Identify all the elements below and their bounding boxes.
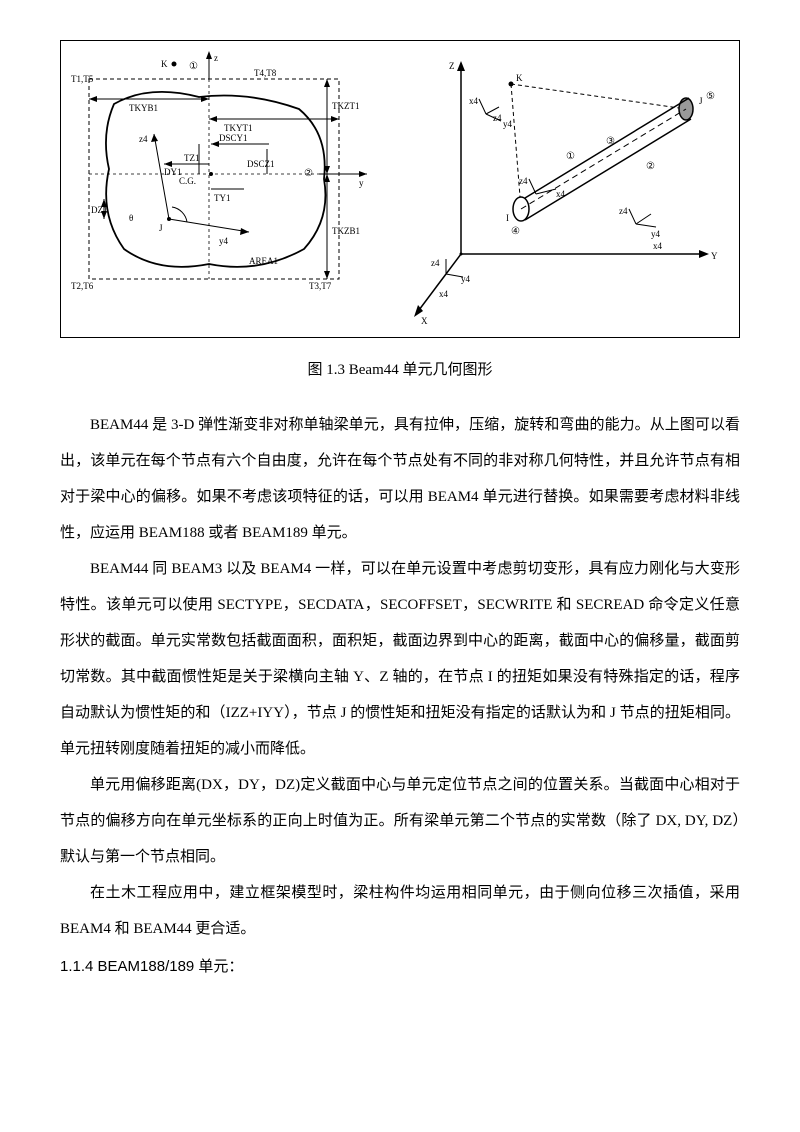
lbl-z4c: z4 [619,206,628,216]
lbl-c1: ① [189,61,198,72]
lbl-x4a: x4 [469,96,479,106]
lbl-c1r: ① [566,151,575,162]
section-heading: 1.1.4 BEAM188/189 单元： [60,955,740,976]
right-3d-beam-diagram: Z Y X z4 y4 x4 K x4 z4 y4 [401,49,731,329]
lbl-TKZT1: TKZT1 [332,101,360,111]
lbl-T2T6: T2,T6 [71,281,94,291]
lbl-z4: z4 [139,134,148,144]
lbl-x4c: x4 [653,241,663,251]
lbl-AREA1: AREA1 [249,256,278,266]
body-text: BEAM44 是 3-D 弹性渐变非对称单轴梁单元，具有拉伸，压缩，旋转和弯曲的… [60,407,740,947]
lbl-c2: ② [304,168,313,179]
lbl-c2r: ② [646,161,655,172]
lbl-T3T7: T3,T7 [309,281,332,291]
lbl-Z: Z [449,61,455,71]
lbl-DY1: DY1 [164,167,182,177]
lbl-z4d: z4 [431,258,440,268]
lbl-theta: θ [129,213,133,223]
lbl-z: z [214,53,218,63]
paragraph-3: 单元用偏移距离(DX，DY，DZ)定义截面中心与单元定位节点之间的位置关系。当截… [60,767,740,875]
paragraph-1: BEAM44 是 3-D 弹性渐变非对称单轴梁单元，具有拉伸，压缩，旋转和弯曲的… [60,407,740,551]
lbl-I: I [506,213,509,223]
lbl-CG: C.G. [179,176,196,186]
lbl-K: K [161,59,168,69]
lbl-X: X [421,316,428,326]
lbl-TZ1: TZ1 [184,153,200,163]
lbl-y4d: y4 [461,274,471,284]
lbl-x4b: x4 [556,189,566,199]
lbl-y: y [359,178,364,188]
lbl-TKYT1: TKYT1 [224,123,253,133]
paragraph-2: BEAM44 同 BEAM3 以及 BEAM4 一样，可以在单元设置中考虑剪切变… [60,551,740,767]
lbl-y4: y4 [219,236,229,246]
lbl-y4a: y4 [503,119,513,129]
lbl-c5: ⑤ [706,91,715,102]
lbl-TY1: TY1 [214,193,231,203]
lbl-TKYB1: TKYB1 [129,103,158,113]
figure-caption: 图 1.3 Beam44 单元几何图形 [60,358,740,379]
lbl-c3r: ③ [606,136,615,147]
lbl-c4r: ④ [511,226,520,237]
lbl-T1T5: T1,T5 [71,74,94,84]
lbl-DSCZ1: DSCZ1 [247,159,275,169]
lbl-J: J [159,223,163,233]
lbl-T4T8: T4,T8 [254,68,277,78]
lbl-Kr: K [516,73,523,83]
lbl-x4d: x4 [439,289,449,299]
left-cross-section-diagram: z K ① T1,T5 T4,T8 T2,T6 T3,T7 TKYB1 TKYT… [69,49,379,309]
beam44-figure: z K ① T1,T5 T4,T8 T2,T6 T3,T7 TKYB1 TKYT… [60,40,740,338]
paragraph-4: 在土木工程应用中，建立框架模型时，梁柱构件均运用相同单元，由于侧向位移三次插值，… [60,875,740,947]
lbl-z4b: z4 [519,176,528,186]
lbl-Jr: J [699,96,703,106]
lbl-DSCY1: DSCY1 [219,133,248,143]
lbl-TKZB1: TKZB1 [332,226,360,236]
lbl-Y: Y [711,251,718,261]
lbl-y4c: y4 [651,229,661,239]
lbl-DZ1: DZ1 [91,205,108,215]
